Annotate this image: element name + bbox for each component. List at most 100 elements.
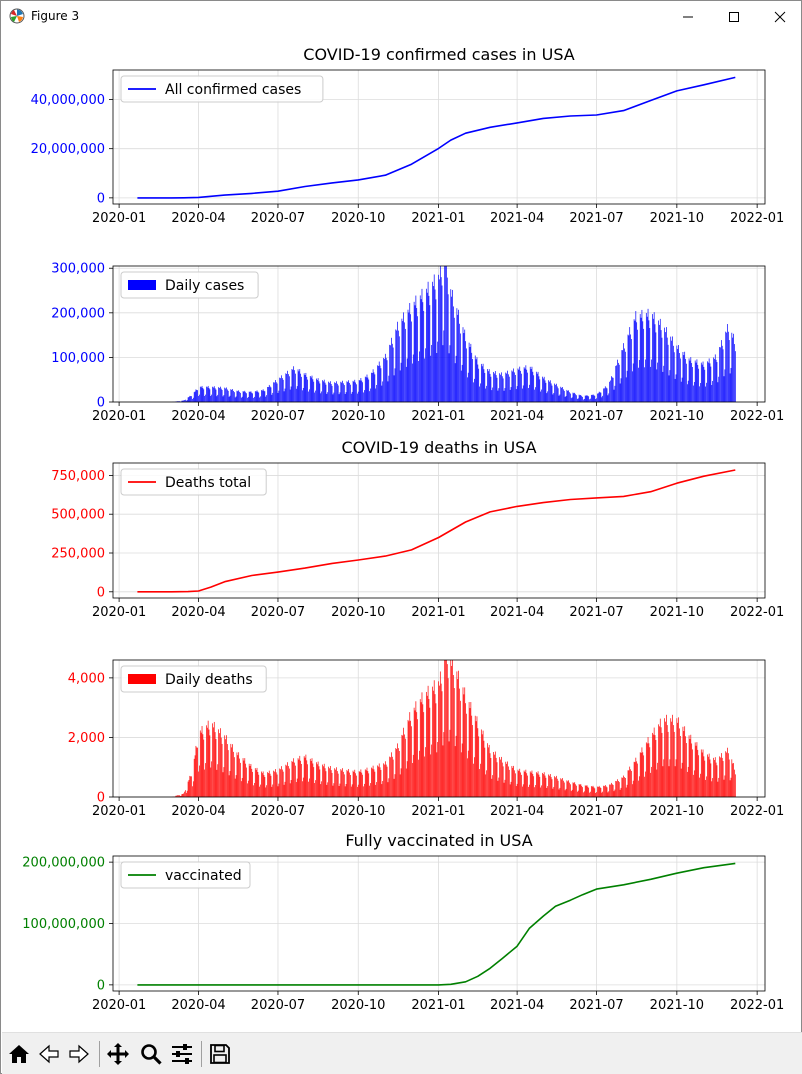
- daily-bar: [258, 774, 260, 797]
- title-bar[interactable]: Figure 3: [1, 1, 801, 32]
- daily-bar: [209, 735, 211, 797]
- daily-bar: [309, 758, 311, 797]
- daily-bar: [528, 388, 529, 402]
- daily-bar: [721, 340, 722, 402]
- daily-bar: [611, 376, 612, 402]
- daily-bar: [693, 382, 695, 402]
- daily-bar: [467, 377, 468, 402]
- daily-bar: [567, 390, 569, 402]
- daily-bar: [241, 396, 243, 402]
- daily-bar: [192, 398, 193, 402]
- daily-bar: [540, 787, 542, 797]
- chart-title: Fully vaccinated in USA: [345, 831, 532, 850]
- daily-bar: [419, 699, 421, 797]
- daily-bar: [676, 345, 678, 402]
- daily-bar: [441, 285, 443, 402]
- daily-bar: [323, 381, 324, 402]
- daily-bar: [618, 781, 619, 797]
- daily-bar: [211, 761, 212, 797]
- daily-bar: [570, 398, 572, 402]
- daily-bar: [430, 355, 432, 402]
- daily-bar: [318, 766, 320, 797]
- close-button[interactable]: [757, 1, 802, 32]
- home-button[interactable]: [4, 1039, 34, 1069]
- daily-bar: [393, 778, 395, 797]
- forward-button[interactable]: [64, 1039, 94, 1069]
- daily-bar: [417, 719, 418, 797]
- maximize-button[interactable]: [711, 1, 757, 32]
- daily-bar: [580, 783, 582, 797]
- daily-bar: [337, 773, 339, 797]
- daily-bar: [433, 274, 435, 402]
- daily-bar: [349, 382, 350, 402]
- x-tick-label: 2020-01: [92, 998, 146, 1013]
- daily-bar: [701, 752, 703, 797]
- daily-bar: [508, 374, 509, 402]
- x-tick-label: 2022-01: [730, 605, 784, 620]
- daily-bar: [711, 781, 713, 797]
- daily-bar: [343, 383, 344, 402]
- daily-bar: [529, 366, 531, 402]
- pan-button[interactable]: [103, 1039, 133, 1069]
- configure-subplots-button[interactable]: [167, 1039, 197, 1069]
- daily-bar: [252, 393, 253, 402]
- daily-bar: [307, 764, 308, 797]
- daily-bar: [552, 788, 554, 797]
- daily-bar: [653, 312, 655, 402]
- daily-bar: [631, 770, 632, 797]
- daily-bar: [243, 760, 245, 797]
- daily-bar: [550, 777, 552, 797]
- daily-bar: [709, 363, 711, 402]
- save-button[interactable]: [205, 1039, 235, 1069]
- daily-bar: [355, 382, 356, 402]
- daily-bar: [428, 295, 430, 402]
- back-button[interactable]: [34, 1039, 64, 1069]
- daily-bar: [725, 751, 727, 797]
- daily-bar: [315, 780, 316, 797]
- axes-frame: [112, 69, 766, 205]
- daily-bar: [636, 761, 638, 797]
- daily-bar: [547, 786, 549, 797]
- daily-bar: [352, 770, 354, 797]
- daily-bar: [254, 782, 255, 797]
- daily-bar: [282, 379, 284, 402]
- daily-bar: [661, 337, 663, 402]
- daily-bar: [500, 759, 501, 797]
- daily-bar: [328, 381, 329, 402]
- daily-bar: [688, 358, 690, 402]
- daily-bar: [655, 740, 657, 797]
- pan-move-icon: [107, 1043, 129, 1065]
- minimize-button[interactable]: [665, 1, 711, 32]
- daily-bar: [697, 364, 699, 402]
- daily-bar: [587, 786, 589, 797]
- daily-bar: [294, 370, 295, 402]
- daily-bar: [437, 341, 439, 402]
- daily-bar: [553, 786, 555, 797]
- daily-bar: [686, 743, 687, 797]
- daily-bar: [405, 366, 407, 402]
- maximize-icon: [729, 11, 739, 22]
- daily-bar: [672, 336, 673, 402]
- daily-bar: [462, 687, 464, 797]
- daily-bar: [405, 328, 406, 402]
- daily-bar: [585, 395, 587, 402]
- x-tick-label: 2022-01: [730, 211, 784, 226]
- daily-bar: [407, 719, 409, 797]
- daily-bar: [514, 770, 515, 797]
- zoom-button[interactable]: [136, 1039, 166, 1069]
- daily-bar: [184, 400, 185, 402]
- daily-bar: [185, 792, 187, 797]
- daily-bar: [678, 345, 679, 402]
- daily-bar: [323, 763, 325, 797]
- legend-label: Deaths total: [165, 475, 251, 491]
- daily-bar: [591, 786, 593, 797]
- daily-bar: [295, 765, 296, 797]
- daily-bar: [238, 390, 240, 402]
- daily-bar: [645, 742, 647, 797]
- daily-bar: [471, 715, 473, 797]
- daily-bar: [197, 747, 199, 797]
- daily-bar: [674, 766, 676, 797]
- daily-bar: [501, 756, 502, 797]
- daily-bar: [525, 769, 527, 797]
- daily-bar: [523, 367, 525, 402]
